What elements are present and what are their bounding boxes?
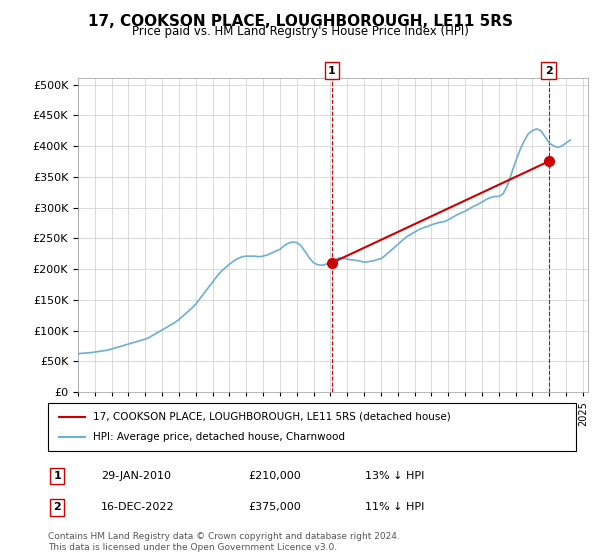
Text: 1: 1 (53, 471, 61, 481)
Text: 16-DEC-2022: 16-DEC-2022 (101, 502, 175, 512)
Text: Contains HM Land Registry data © Crown copyright and database right 2024.
This d: Contains HM Land Registry data © Crown c… (48, 532, 400, 552)
Text: HPI: Average price, detached house, Charnwood: HPI: Average price, detached house, Char… (93, 432, 345, 442)
Text: £210,000: £210,000 (248, 471, 301, 481)
Text: 13% ↓ HPI: 13% ↓ HPI (365, 471, 424, 481)
Text: Price paid vs. HM Land Registry's House Price Index (HPI): Price paid vs. HM Land Registry's House … (131, 25, 469, 38)
Text: 17, COOKSON PLACE, LOUGHBOROUGH, LE11 5RS: 17, COOKSON PLACE, LOUGHBOROUGH, LE11 5R… (88, 14, 512, 29)
Text: 2: 2 (545, 66, 553, 76)
Text: 11% ↓ HPI: 11% ↓ HPI (365, 502, 424, 512)
Text: 29-JAN-2010: 29-JAN-2010 (101, 471, 171, 481)
FancyBboxPatch shape (48, 403, 576, 451)
Text: £375,000: £375,000 (248, 502, 301, 512)
Text: 1: 1 (328, 66, 335, 76)
Text: 2: 2 (53, 502, 61, 512)
Text: 17, COOKSON PLACE, LOUGHBOROUGH, LE11 5RS (detached house): 17, COOKSON PLACE, LOUGHBOROUGH, LE11 5R… (93, 412, 451, 422)
